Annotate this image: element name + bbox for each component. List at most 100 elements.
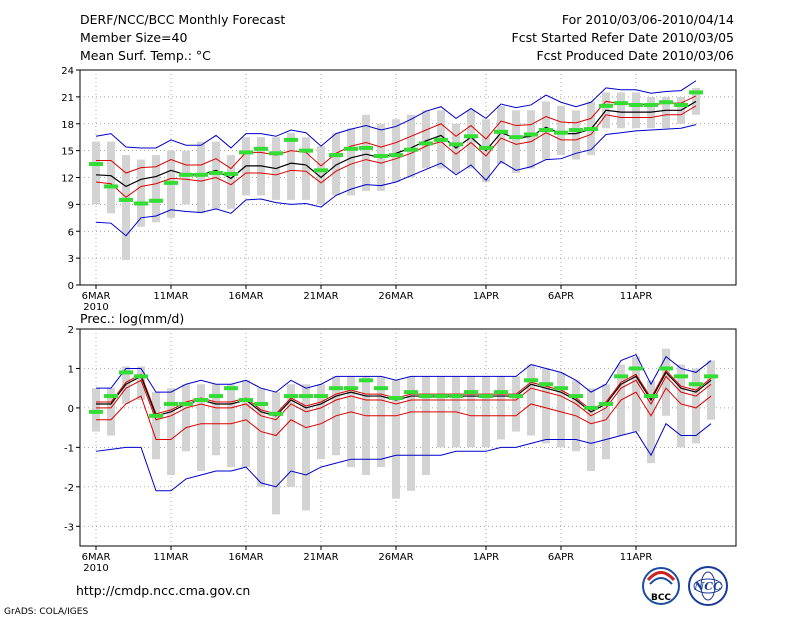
member-marker bbox=[524, 132, 538, 137]
produced-date: Fcst Produced Date 2010/03/06 bbox=[536, 48, 734, 63]
box-iqr bbox=[302, 388, 310, 444]
box-iqr bbox=[392, 384, 400, 440]
bcc-logo-text: BCC bbox=[651, 593, 671, 603]
box-iqr bbox=[557, 114, 565, 147]
box-iqr bbox=[227, 164, 235, 200]
member-marker bbox=[629, 366, 643, 371]
y-tick-label: 1 bbox=[68, 364, 74, 375]
member-marker bbox=[584, 405, 598, 410]
member-marker bbox=[149, 413, 163, 418]
box-iqr bbox=[227, 388, 235, 432]
member-marker bbox=[434, 394, 448, 399]
series-line-outer-high bbox=[95, 80, 697, 149]
x-tick-label: 6APR bbox=[548, 291, 574, 302]
box-iqr bbox=[317, 388, 325, 432]
member-marker bbox=[389, 153, 403, 158]
member-marker bbox=[269, 411, 283, 416]
member-marker bbox=[659, 100, 673, 105]
member-marker bbox=[329, 153, 343, 158]
member-marker bbox=[539, 128, 553, 133]
box-iqr bbox=[167, 392, 175, 448]
series-line-inner-high bbox=[96, 95, 697, 174]
member-marker bbox=[434, 137, 448, 142]
member-marker bbox=[149, 198, 163, 203]
box-iqr bbox=[497, 380, 505, 424]
y-tick-label: 0 bbox=[68, 281, 74, 292]
y-tick-label: 3 bbox=[68, 254, 74, 265]
box-iqr bbox=[557, 376, 565, 424]
box-iqr bbox=[152, 396, 160, 448]
x-tick-label: 16MAR bbox=[228, 291, 263, 302]
plot-frame bbox=[79, 328, 737, 547]
member-marker bbox=[89, 162, 103, 167]
member-marker bbox=[659, 366, 673, 371]
y-tick-label: 0 bbox=[68, 404, 74, 415]
box-iqr bbox=[317, 155, 325, 196]
member-marker bbox=[179, 401, 193, 406]
member-marker bbox=[494, 390, 508, 395]
member-marker bbox=[314, 394, 328, 399]
box-iqr bbox=[197, 388, 205, 432]
bcc-logo: BCC bbox=[642, 567, 680, 605]
box-iqr bbox=[647, 384, 655, 428]
member-marker bbox=[509, 394, 523, 399]
chart-title: DERF/NCC/BCC Monthly Forecast bbox=[80, 12, 285, 27]
member-marker bbox=[254, 401, 268, 406]
member-marker bbox=[134, 201, 148, 206]
y-tick-label: 24 bbox=[61, 66, 74, 77]
series-line-outer-high bbox=[96, 354, 712, 393]
member-marker bbox=[449, 394, 463, 399]
member-marker bbox=[689, 90, 703, 95]
member-marker bbox=[284, 137, 298, 142]
member-marker bbox=[104, 394, 118, 399]
box-iqr bbox=[332, 141, 340, 182]
member-marker bbox=[299, 394, 313, 399]
series-line-outer-low bbox=[95, 422, 712, 492]
source-url[interactable]: http://cmdp.ncc.cma.gov.cn bbox=[76, 583, 250, 598]
box-iqr bbox=[182, 388, 190, 436]
member-marker bbox=[614, 101, 628, 106]
box-iqr bbox=[677, 368, 685, 420]
box-iqr bbox=[602, 388, 610, 432]
box-iqr bbox=[212, 388, 220, 436]
member-marker bbox=[194, 172, 208, 177]
x-tick-label: 6MAR bbox=[82, 552, 111, 563]
box-iqr bbox=[377, 380, 385, 436]
box-iqr bbox=[422, 380, 430, 428]
box-iqr bbox=[542, 372, 550, 420]
member-marker bbox=[599, 401, 613, 406]
x-tick-label: 1APR bbox=[473, 552, 499, 563]
box-iqr bbox=[362, 380, 370, 432]
member-marker bbox=[419, 141, 433, 146]
box-iqr bbox=[527, 119, 535, 156]
x-tick-label: 16MAR bbox=[228, 552, 263, 563]
member-size: Member Size=40 bbox=[80, 30, 187, 45]
member-marker bbox=[569, 128, 583, 133]
box-iqr bbox=[107, 392, 115, 428]
y-tick-label: 15 bbox=[61, 147, 74, 158]
member-marker bbox=[119, 197, 133, 202]
box-iqr bbox=[572, 119, 580, 151]
box-iqr bbox=[512, 380, 520, 424]
member-marker bbox=[479, 145, 493, 150]
box-whisker bbox=[407, 376, 415, 491]
box-iqr bbox=[92, 150, 100, 191]
y-tick-label: -1 bbox=[64, 443, 74, 454]
box-iqr bbox=[167, 159, 175, 200]
member-marker bbox=[464, 134, 478, 139]
member-marker bbox=[224, 386, 238, 391]
x-tick-label: 21MAR bbox=[303, 552, 338, 563]
member-marker bbox=[644, 102, 658, 107]
member-marker bbox=[374, 154, 388, 158]
member-marker bbox=[539, 382, 553, 387]
box-iqr bbox=[182, 159, 190, 196]
member-marker bbox=[194, 398, 208, 403]
x-tick-label: 6APR bbox=[548, 552, 574, 563]
precip-panel-title: Prec.: log(mm/d) bbox=[80, 311, 184, 326]
x-tick-label: 26MAR bbox=[378, 552, 413, 563]
member-marker bbox=[344, 146, 358, 151]
member-marker bbox=[299, 148, 313, 153]
member-marker bbox=[164, 401, 178, 406]
member-marker bbox=[404, 147, 418, 152]
